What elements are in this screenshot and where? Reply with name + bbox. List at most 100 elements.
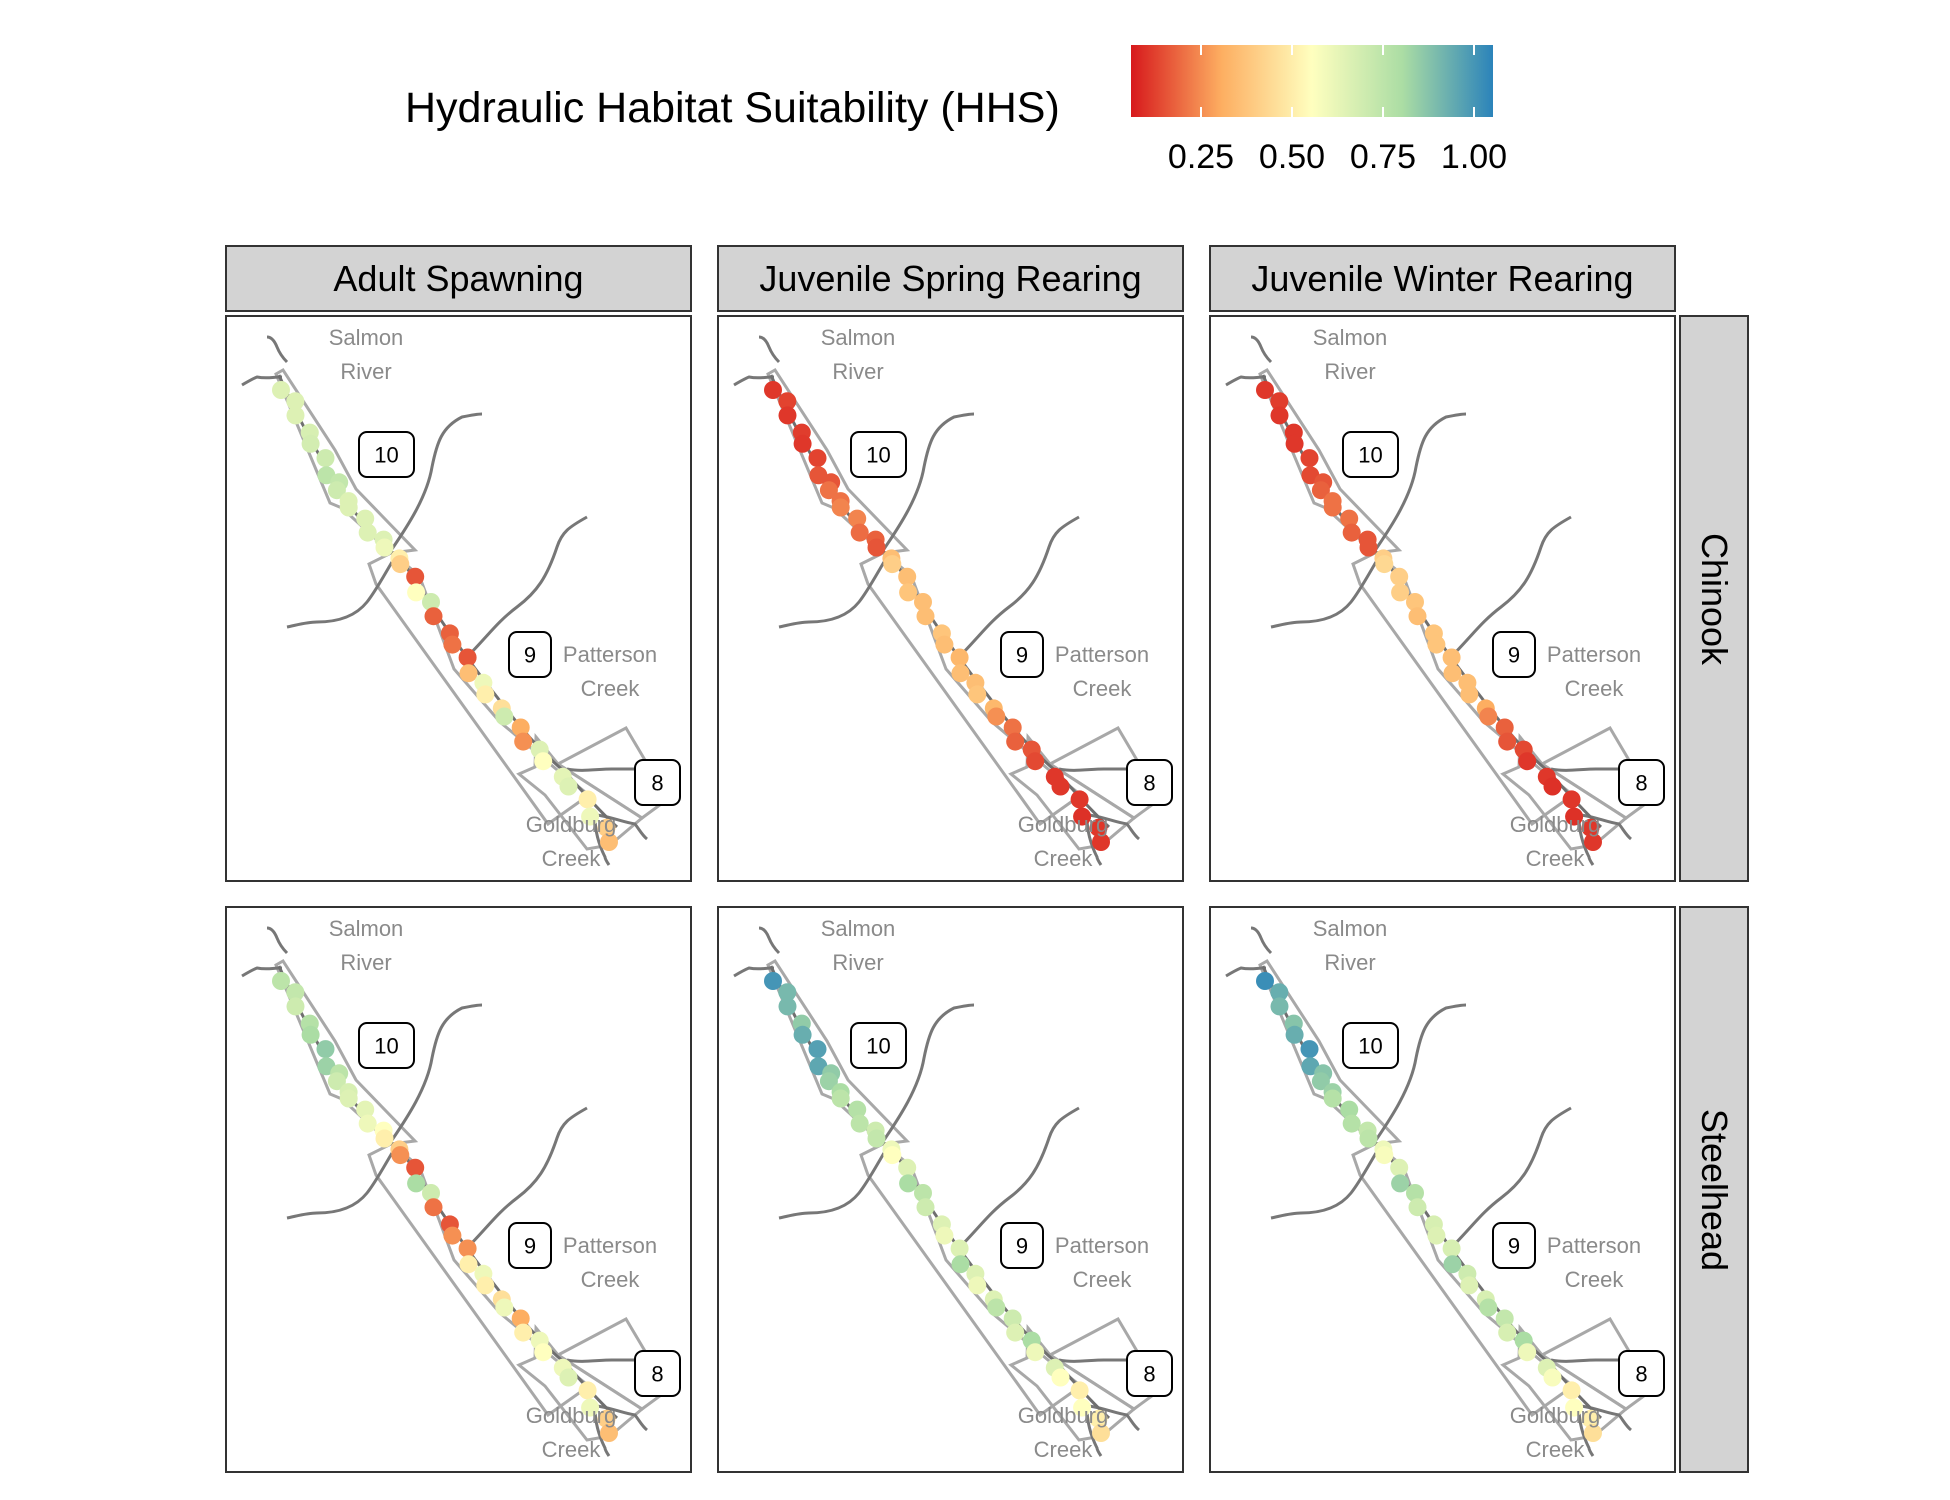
hhs-point [1581, 818, 1600, 837]
hhs-point [850, 523, 869, 542]
hhs-point [1584, 1424, 1602, 1442]
facet-strip-adult-spawning: Adult Spawning [225, 245, 692, 312]
hhs-point [1270, 392, 1289, 411]
zone-label-text: 9 [524, 1234, 536, 1259]
tributary-line [465, 1106, 588, 1250]
map-panel-steelhead-juvenile-spring-rearing: Salmon River Patterson Creek Goldburg Creek 10… [717, 906, 1184, 1473]
hhs-point [935, 1226, 954, 1245]
facet-strip-juvenile-winter-rearing: Juvenile Winter Rearing [1209, 245, 1676, 312]
hhs-point [272, 972, 290, 990]
place-label-salmon-river: Salmon [821, 916, 896, 941]
tributary-line [593, 816, 611, 866]
place-label-patterson-creek: Patterson [563, 642, 657, 667]
tributary-line [1225, 926, 1273, 978]
hhs-point [1543, 1368, 1562, 1387]
hhs-point [819, 1072, 838, 1091]
hhs-point [1300, 1040, 1319, 1059]
hhs-point [883, 555, 902, 574]
legend-tick-label: 1.00 [1440, 138, 1508, 176]
hhs-point [424, 607, 443, 626]
zone-label-text: 9 [1508, 643, 1520, 668]
hhs-point [358, 1114, 377, 1133]
hhs-point [1323, 1089, 1342, 1108]
zone-label-9: 9 [508, 1222, 552, 1269]
hhs-point [1340, 509, 1359, 528]
hhs-point [1285, 1025, 1304, 1044]
hhs-point [578, 790, 597, 809]
hhs-point [1070, 790, 1089, 809]
tributary-line [1374, 412, 1467, 550]
hhs-point [422, 1184, 440, 1202]
tributary-line [286, 1152, 394, 1220]
hhs-point [422, 593, 440, 611]
tributary-line [390, 1003, 483, 1141]
zone-label-text: 9 [524, 643, 536, 668]
place-label-patterson-creek: Creek [1565, 1267, 1625, 1292]
tributary-line [1577, 816, 1595, 866]
hhs-point [1311, 481, 1330, 500]
zone-label-text: 8 [1635, 771, 1647, 796]
hhs-point [1443, 1255, 1462, 1274]
hhs-point [458, 1239, 477, 1258]
hhs-point [1340, 1100, 1359, 1119]
hhs-point [327, 481, 346, 500]
place-label-salmon-river: River [1324, 950, 1375, 975]
map-svg: Salmon River Patterson Creek Goldburg Creek 10… [241, 916, 681, 1462]
hhs-point [458, 648, 477, 667]
hhs-point [1498, 1323, 1517, 1342]
hhs-point [443, 635, 462, 654]
zone-label-8: 8 [1126, 1350, 1173, 1397]
hhs-point [286, 392, 305, 411]
hhs-point [1006, 1323, 1025, 1342]
hhs-point [935, 635, 954, 654]
hhs-point [316, 449, 335, 468]
legend-tick-label: 0.75 [1349, 138, 1417, 176]
hhs-point [1003, 718, 1022, 737]
tributary-line [882, 412, 975, 550]
tributary-line [1449, 1106, 1572, 1250]
legend-tick-label: 0.50 [1258, 138, 1326, 176]
place-label-goldburg-creek: Goldburg [1510, 1403, 1601, 1428]
hhs-point [600, 1424, 618, 1442]
place-label-salmon-river: River [832, 359, 883, 384]
tributary-line [1225, 335, 1273, 387]
hhs-point [1089, 1409, 1108, 1428]
hhs-point [916, 607, 935, 626]
hhs-point [1543, 777, 1562, 796]
zone-label-text: 10 [1358, 1034, 1382, 1059]
hhs-point [1498, 732, 1517, 751]
hhs-point [1003, 1309, 1022, 1328]
tributary-line [1374, 1003, 1467, 1141]
zone-label-text: 10 [866, 443, 890, 468]
hhs-point [1442, 648, 1461, 667]
hhs-point [1443, 664, 1462, 683]
hhs-point [1300, 449, 1319, 468]
hhs-point [831, 498, 850, 517]
place-label-goldburg-creek: Goldburg [1018, 812, 1109, 837]
hhs-point [581, 807, 600, 826]
zone-label-text: 8 [1635, 1362, 1647, 1387]
zone-label-text: 10 [866, 1034, 890, 1059]
map-panel-chinook-juvenile-spring-rearing: Salmon River Patterson Creek Goldburg Creek 10… [717, 315, 1184, 882]
hhs-point [1070, 1381, 1089, 1400]
hhs-point [898, 567, 917, 586]
hhs-point [443, 1226, 462, 1245]
hhs-point [883, 1146, 902, 1165]
zone-label-text: 10 [374, 443, 398, 468]
place-label-salmon-river: River [340, 950, 391, 975]
hhs-point [1256, 381, 1274, 399]
hhs-point [1479, 707, 1498, 726]
hhs-point [1406, 593, 1424, 611]
zone-label-text: 8 [1143, 1362, 1155, 1387]
hhs-point [406, 1158, 425, 1177]
zone-label-9: 9 [1000, 631, 1044, 678]
tributary-line [566, 767, 637, 772]
zone-label-text: 9 [1508, 1234, 1520, 1259]
hhs-point [339, 1089, 358, 1108]
place-label-salmon-river: Salmon [329, 325, 404, 350]
hhs-point [1495, 1309, 1514, 1328]
hhs-point [286, 997, 305, 1016]
place-label-salmon-river: Salmon [821, 325, 896, 350]
hhs-point [1390, 567, 1409, 586]
hhs-point [1006, 732, 1025, 751]
